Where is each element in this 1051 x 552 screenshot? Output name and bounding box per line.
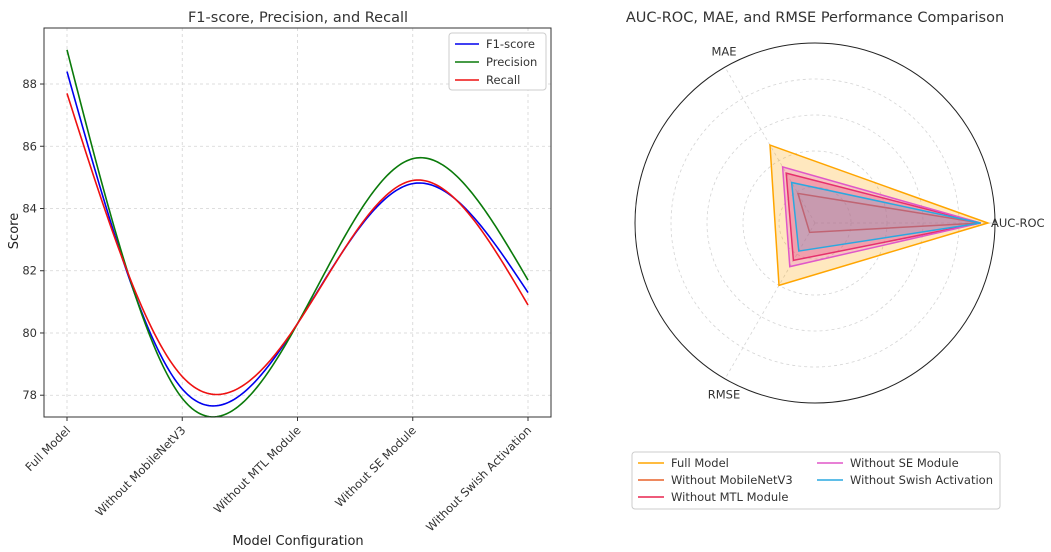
legend-label: Without Swish Activation <box>850 473 993 487</box>
radar-outer-ring <box>634 42 996 404</box>
line-chart-series <box>66 49 529 418</box>
legend-label: Without MTL Module <box>671 490 788 504</box>
radar-axis-label: RMSE <box>708 387 740 401</box>
y-tick-label: 78 <box>22 388 37 402</box>
line-chart-y-label: Score <box>7 213 22 249</box>
y-tick-label: 82 <box>22 264 37 278</box>
line-chart-x-ticks: Full Model Without MobileNetV3 Without MTL… <box>22 417 534 534</box>
legend-label: Precision <box>486 55 537 69</box>
line-chart-grid <box>44 28 551 417</box>
radar-axis-label: AUC-ROC <box>991 216 1045 230</box>
radar-series-full-model <box>769 143 991 287</box>
radar-series-without-mtl-module <box>785 172 981 262</box>
y-tick-label: 80 <box>22 326 37 340</box>
y-tick-label: 84 <box>22 201 37 215</box>
y-tick-label: 88 <box>22 77 37 91</box>
radar-series-without-swish-activation <box>790 181 981 252</box>
line-chart-title: F1-score, Precision, and Recall <box>188 10 408 26</box>
legend-label: Full Model <box>671 456 729 470</box>
radar-chart-axis-labels: AUC-ROC MAE RMSE <box>708 45 1045 402</box>
legend-box <box>448 32 547 91</box>
radar-chart-grid <box>634 42 996 404</box>
legend-label: Without SE Module <box>850 456 959 470</box>
radar-axis-label: MAE <box>711 45 736 59</box>
y-tick-label: 86 <box>22 139 37 153</box>
radar-chart: AUC-ROC, MAE, and RMSE Performance Compa… <box>626 10 1045 510</box>
radar-series-without-mobilenetv3 <box>796 192 981 234</box>
line-chart-legend: F1-score Precision Recall <box>448 32 547 91</box>
legend-label: F1-score <box>486 37 535 51</box>
x-tick-label: Without MobileNetV3 <box>92 423 188 519</box>
radar-chart-title: AUC-ROC, MAE, and RMSE Performance Compa… <box>626 10 1004 26</box>
radar-spoke <box>724 222 816 380</box>
x-tick-label: Without Swish Activation <box>423 423 534 534</box>
x-tick-label: Without SE Module <box>332 423 419 510</box>
line-chart-y-ticks: 78 80 82 84 86 88 <box>22 77 44 402</box>
line-chart-x-label: Model Configuration <box>232 534 363 549</box>
legend-label: Without MobileNetV3 <box>671 473 793 487</box>
legend-box <box>631 451 1001 510</box>
line-series-recall <box>66 93 529 396</box>
line-chart: F1-score, Precision, and Recall 78 80 82 84… <box>7 10 552 549</box>
legend-label: Recall <box>486 73 520 87</box>
x-tick-label: Full Model <box>22 423 73 474</box>
radar-chart-series <box>769 143 991 287</box>
x-tick-label: Without MTL Module <box>211 423 304 516</box>
radar-chart-legend: Full Model Without MobileNetV3 Without MTL… <box>631 451 1001 510</box>
